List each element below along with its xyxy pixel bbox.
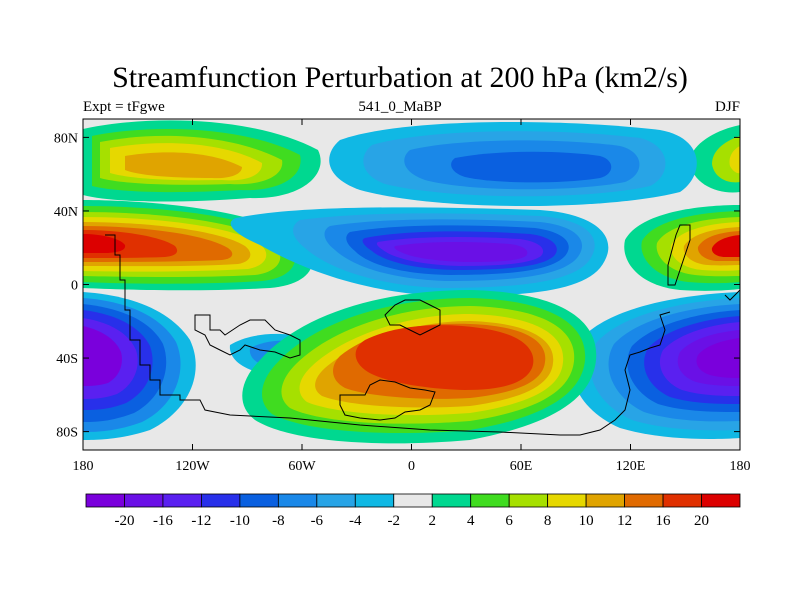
lon-tick-label: 60E: [510, 459, 533, 474]
latitude-axis: 80N 40N 0 40S 80S: [54, 131, 740, 441]
run-label: 541_0_MaBP: [358, 99, 442, 115]
colorbar-swatch: [431, 493, 472, 508]
colorbar-label: -16: [153, 513, 173, 529]
colorbar-swatch: [316, 493, 356, 508]
contour-central-negative: [230, 207, 609, 297]
colorbar-swatch: [201, 493, 241, 508]
colorbar-swatch: [277, 493, 318, 508]
coastline-south-america: [194, 314, 301, 359]
colorbar-label: 10: [579, 513, 594, 529]
colorbar-label: -20: [114, 513, 134, 529]
contour-field: [83, 119, 740, 450]
colorbar-label: -10: [230, 513, 250, 529]
colorbar-swatch: [85, 493, 125, 508]
colorbar-label: 20: [694, 513, 709, 529]
colorbar-label: -12: [191, 513, 211, 529]
lat-tick-label: 80S: [56, 426, 78, 441]
colorbar-swatch: [585, 493, 625, 508]
colorbar-label: -8: [272, 513, 285, 529]
colorbar-swatch: [162, 493, 202, 508]
lon-tick-label: 180: [73, 459, 94, 474]
colorbar-swatch: [470, 493, 510, 508]
colorbar-label: 16: [656, 513, 672, 529]
season-label: DJF: [714, 99, 740, 115]
contour-ne-top: [690, 125, 740, 193]
colorbar-swatch: [508, 493, 549, 508]
colorbar-swatch: [393, 493, 433, 508]
contour-north-negative: [329, 121, 697, 206]
contour-se-negative: [571, 292, 740, 439]
experiment-label: Expt = tFgwe: [83, 99, 165, 115]
lat-tick-label: 40N: [54, 205, 78, 220]
colorbar-swatch: [701, 493, 741, 508]
colorbar-label: -2: [388, 513, 401, 529]
colorbar-swatch: [239, 493, 279, 508]
coastlines: [105, 224, 740, 436]
colorbar-swatch: [547, 493, 587, 508]
colorbar-label: 12: [617, 513, 632, 529]
coastline-africa-north: [384, 299, 441, 336]
lon-tick-label: 180: [730, 459, 751, 474]
lat-tick-label: 80N: [54, 131, 78, 146]
lat-tick-label: 0: [71, 279, 78, 294]
colorbar-label: -4: [349, 513, 362, 529]
colorbar-swatch: [124, 493, 164, 508]
contour-nw-positive: [83, 120, 321, 202]
colorbar-label: -6: [311, 513, 324, 529]
colorbar-label: 8: [544, 513, 552, 529]
colorbar-label: 2: [428, 513, 436, 529]
colorbar: -20 -16 -12 -10 -8 -6 -4 -2 2 4 6 8 10 12 16 20: [85, 493, 741, 529]
contour-east-equatorial-positive: [624, 205, 740, 291]
lon-tick-label: 0: [408, 459, 415, 474]
contour-sw-negative: [83, 292, 196, 440]
colorbar-label: 6: [505, 513, 513, 529]
coastline-south: [105, 234, 671, 436]
lon-tick-label: 120W: [175, 459, 210, 474]
colorbar-label: 4: [467, 513, 475, 529]
contour-south-positive: [242, 290, 597, 444]
lon-tick-label: 120E: [616, 459, 646, 474]
colorbar-swatch: [354, 493, 395, 508]
colorbar-swatch: [624, 493, 664, 508]
lon-tick-label: 60W: [288, 459, 316, 474]
coastline-east-island: [667, 224, 691, 286]
longitude-axis: 180 120W 60W 0 60E 120E 180: [73, 119, 751, 474]
map-title: Streamfunction Perturbation at 200 hPa (…: [112, 61, 688, 94]
coastline-africa-south: [339, 379, 436, 421]
lat-tick-label: 40S: [56, 352, 78, 367]
coastline-east-edge: [724, 289, 740, 301]
colorbar-swatch: [662, 493, 702, 508]
